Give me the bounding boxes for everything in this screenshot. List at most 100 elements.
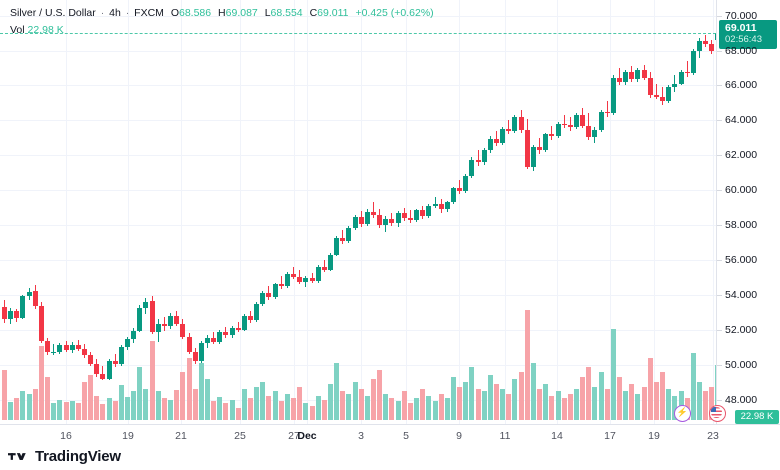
candle-wick: [674, 75, 676, 93]
gridline-vertical: [66, 0, 67, 424]
candle-wick: [686, 61, 688, 77]
interval-label[interactable]: 4h: [109, 7, 121, 19]
time-axis[interactable]: 16 19 21 25 27 Dec 3 5 9 11 14 17 19 23: [0, 424, 780, 447]
candle-body: [125, 339, 130, 348]
volume-bar: [647, 357, 653, 420]
candle-body: [334, 238, 340, 255]
candle-body: [506, 129, 512, 131]
price-axis[interactable]: 69.011 02:56:43 22.98 K 70.000 68.000 66.0…: [716, 0, 780, 424]
candle-body: [100, 374, 106, 379]
volume-bar: [481, 391, 487, 420]
candle-body: [463, 176, 469, 192]
candle-body: [69, 344, 75, 350]
volume-bar: [494, 384, 499, 420]
candle-body: [610, 77, 616, 114]
volume-bar: [217, 397, 223, 420]
volume-bar: [272, 391, 278, 420]
open-label: O: [170, 7, 179, 19]
volume-bar: [198, 362, 204, 420]
time-tick-label: 3: [358, 430, 364, 442]
volume-bar: [389, 398, 395, 420]
legend-volume-row[interactable]: Vol 22.98 K: [10, 23, 434, 37]
candle-body: [450, 188, 456, 203]
ohlc-high: H69.087: [218, 7, 258, 19]
candle-wick: [342, 230, 344, 245]
gridline-vertical: [406, 0, 407, 424]
bar-countdown: 02:56:43: [725, 33, 762, 45]
gridline-horizontal: [0, 329, 716, 331]
chart-legend: Silver / U.S. Dollar · 4h · FXCM O68.586…: [10, 6, 434, 37]
lightning-bolt-icon[interactable]: ⚡: [674, 405, 691, 422]
candle-body: [155, 323, 161, 332]
price-tick-label: 50.000: [725, 358, 758, 371]
legend-separator-1: ·: [100, 7, 105, 19]
volume-bar: [38, 345, 44, 420]
candle-body: [149, 300, 155, 332]
volume-bar: [161, 398, 167, 420]
volume-bar: [204, 379, 210, 420]
candle-body: [561, 123, 567, 125]
candle-body: [143, 301, 149, 308]
candle-body: [51, 352, 57, 354]
candle-body: [690, 50, 696, 74]
volume-bar: [192, 388, 198, 420]
volume-bar: [8, 402, 14, 420]
candle-wick: [606, 101, 608, 117]
volume-bar: [69, 400, 75, 420]
candle-body: [414, 210, 420, 220]
volume-bar: [635, 393, 641, 420]
volume-bar: [629, 384, 635, 420]
volume-bar: [469, 367, 475, 420]
volume-bar: [524, 310, 530, 420]
candle-wick: [662, 87, 664, 105]
ohlc-close: C69.011: [310, 7, 349, 19]
volume-bar: [229, 399, 235, 420]
candle-body: [223, 331, 229, 335]
footer-branding[interactable]: TradingView: [8, 448, 121, 465]
volume-bar: [580, 376, 586, 420]
time-tick-label: 9: [456, 430, 462, 442]
gridline-vertical: [240, 0, 241, 424]
volume-bar: [549, 396, 555, 420]
volume-bar: [364, 396, 370, 420]
candle-body: [444, 202, 450, 210]
volume-bar: [211, 400, 217, 420]
candle-wick: [551, 125, 553, 140]
candle-body: [598, 111, 604, 130]
candle-body: [500, 129, 506, 144]
price-tick-label: 52.000: [725, 323, 758, 336]
volume-bar: [512, 379, 518, 420]
symbol-name[interactable]: Silver / U.S. Dollar: [10, 7, 96, 19]
volume-bar: [2, 369, 7, 420]
price-tick-label: 54.000: [725, 288, 758, 301]
us-flag-icon[interactable]: [709, 405, 726, 422]
volume-value: 22.98 K: [27, 24, 64, 36]
legend-symbol-row[interactable]: Silver / U.S. Dollar · 4h · FXCM O68.586…: [10, 6, 434, 20]
gridline-vertical: [294, 0, 295, 424]
candle-body: [198, 342, 204, 362]
candle-body: [303, 278, 309, 282]
volume-bar: [137, 367, 143, 420]
candle-wick: [373, 202, 374, 219]
time-tick-label: 11: [499, 430, 511, 442]
volume-bar: [475, 388, 481, 420]
volume-bar: [690, 353, 696, 420]
price-tick-label: 64.000: [725, 114, 758, 127]
gridline-vertical: [557, 0, 558, 424]
candle-body: [229, 328, 235, 335]
candle-body: [131, 330, 137, 340]
last-price-badge[interactable]: 69.011 02:56:43: [719, 19, 777, 49]
price-tick-mark: [717, 155, 722, 157]
candle-body: [45, 341, 51, 353]
candle-body: [204, 337, 210, 343]
volume-bar: [57, 399, 63, 420]
candle-body: [715, 32, 716, 41]
candle-body: [641, 69, 647, 78]
exchange-label[interactable]: FXCM: [134, 7, 164, 19]
volume-bar: [573, 388, 579, 420]
volume-bar: [598, 372, 604, 420]
volume-bar: [444, 398, 450, 420]
candle-body: [118, 347, 124, 364]
candle-body: [518, 116, 524, 130]
chart-plot-area[interactable]: [0, 0, 716, 424]
